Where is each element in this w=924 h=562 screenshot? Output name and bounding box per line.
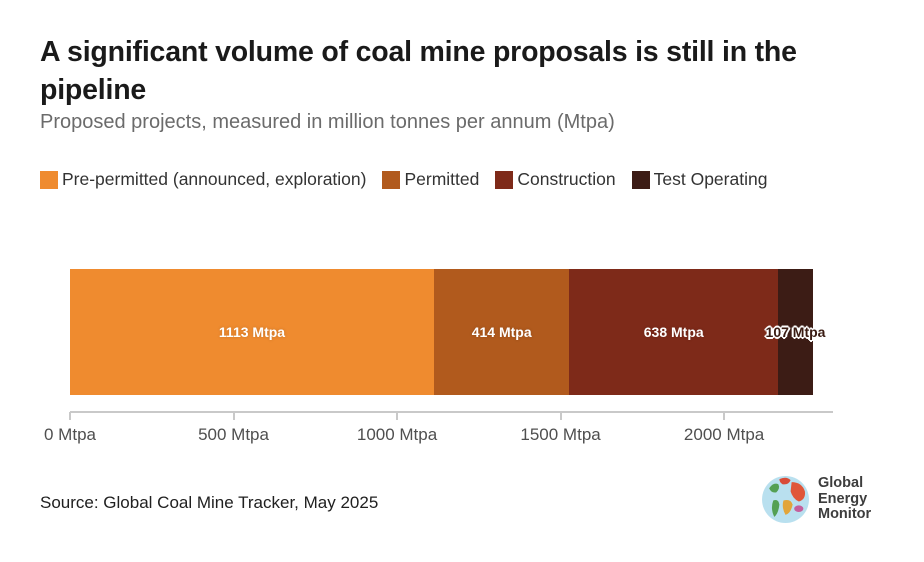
legend-swatch-icon — [631, 170, 650, 189]
axis-tick — [232, 412, 235, 420]
axis-tick — [559, 412, 562, 420]
chart-subtitle: Proposed projects, measured in million t… — [40, 111, 615, 133]
axis-tick-label: 1000 Mtpa — [356, 425, 438, 444]
x-axis-line — [70, 411, 833, 413]
legend-item-2: Permitted — [382, 169, 479, 190]
stacked-bar: 1113 Mtpa 414 Mtpa 638 Mtpa 107 Mtpa — [70, 269, 833, 395]
bar-segment-3: 638 Mtpa — [569, 269, 779, 395]
legend-item-3: Construction — [495, 169, 616, 190]
legend-label: Pre-permitted (announced, exploration) — [62, 169, 367, 189]
x-axis: 0 Mtpa 500 Mtpa 1000 Mtpa 1500 Mtpa 2000 Mtp… — [44, 411, 833, 453]
gem-logo: Global Energy Monitor — [761, 475, 871, 524]
legend-swatch-icon — [40, 170, 58, 189]
legend: Pre-permitted (announced, exploration) Pe… — [40, 169, 900, 190]
legend-item-1: Pre-permitted (announced, exploration) — [40, 169, 366, 190]
chart-title: A significant volume of coal mine propos… — [40, 36, 797, 106]
axis-tick — [723, 412, 726, 420]
gem-logo-wordmark: Global Energy Monitor — [818, 474, 872, 524]
axis-tick-label: 500 Mtpa — [198, 425, 269, 444]
axis-tick-label: 0 Mtpa — [44, 425, 96, 444]
bar-segment-value-label: 414 Mtpa — [471, 324, 532, 340]
legend-item-4: Test Operating — [631, 169, 768, 190]
chart-area: 1113 Mtpa 414 Mtpa 638 Mtpa 107 Mtpa — [70, 269, 833, 395]
axis-tick — [69, 412, 71, 420]
bar-segment-4: 107 Mtpa — [766, 269, 825, 395]
bar-segment-value-label: 638 Mtpa — [643, 324, 704, 340]
legend-label: Permitted — [404, 169, 480, 189]
legend-label: Test Operating — [653, 169, 768, 189]
globe-icon — [762, 476, 809, 523]
gem-logo-line: Energy — [818, 490, 868, 507]
legend-swatch-icon — [382, 170, 401, 189]
axis-tick-label: 1500 Mtpa — [520, 425, 601, 444]
legend-label: Construction — [517, 169, 616, 189]
bar-segment-2: 414 Mtpa — [434, 269, 570, 395]
legend-swatch-icon — [495, 170, 514, 189]
bar-segment-value-label: 107 Mtpa — [765, 324, 826, 340]
source-note: Source: Global Coal Mine Tracker, May 20… — [40, 493, 379, 512]
bar-segment-value-label: 1113 Mtpa — [218, 324, 286, 340]
gem-logo-line: Global — [818, 474, 864, 491]
axis-tick-label: 2000 Mtpa — [683, 425, 765, 444]
bar-segment-1: 1113 Mtpa — [70, 269, 434, 395]
axis-tick — [396, 412, 399, 420]
gem-logo-line: Monitor — [818, 506, 872, 523]
